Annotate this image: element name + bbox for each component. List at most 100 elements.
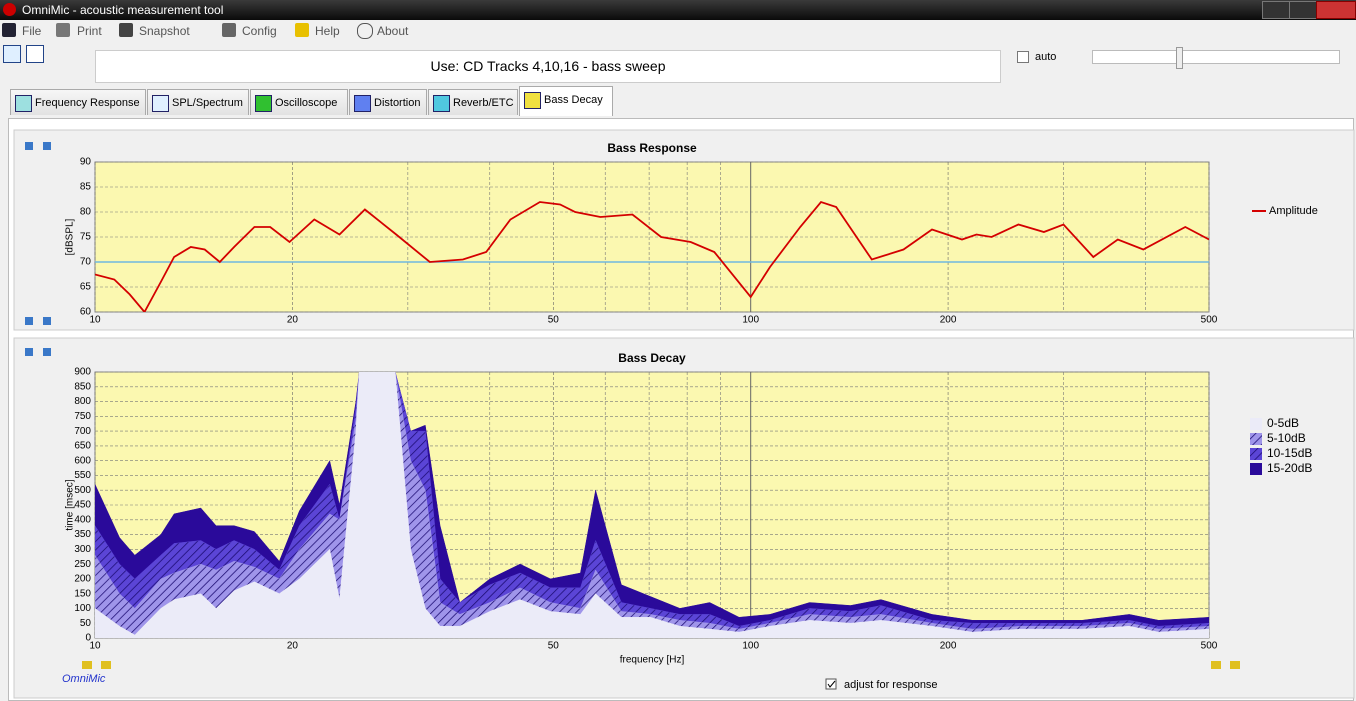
auto-label: auto [1035,51,1057,63]
scroll-icon[interactable] [25,348,33,356]
y-tick-label: 750 [74,411,91,422]
y-tick-label: 300 [74,544,91,555]
menu-bar: File Print Snapshot Config Help About [0,20,1356,42]
y-tick-label: 200 [74,574,91,585]
pan-icon[interactable] [1230,661,1240,669]
x-tick-label: 100 [742,315,759,326]
tab-label: Bass Decay [544,94,603,106]
x-tick-label: 100 [742,641,759,652]
x-tick-label: 500 [1201,315,1218,326]
y-tick-label: 65 [80,282,92,293]
y-tick-label: 70 [80,257,92,268]
y-tick-label: 85 [80,182,92,193]
y-tick-label: 150 [74,588,91,599]
x-tick-label: 200 [940,641,957,652]
chart-title: Bass Decay [618,351,686,365]
x-axis-title: frequency [Hz] [620,655,685,666]
y-tick-label: 50 [80,618,92,629]
scroll-icon[interactable] [43,348,51,356]
tab[interactable]: SPL/Spectrum [147,89,249,115]
x-tick-label: 50 [548,641,560,652]
tab-label: Reverb/ETC [453,97,514,109]
check-mark [827,680,836,688]
chart-title: Bass Response [607,141,697,155]
legend-swatch [1250,463,1262,475]
adjust-checkbox[interactable] [825,678,837,690]
config-icon [222,23,236,37]
checkbox-label: adjust for response [844,679,938,691]
scroll-icon[interactable] [25,317,33,325]
legend-label: 15-20dB [1267,461,1312,475]
help-icon [295,23,309,37]
y-tick-label: 900 [74,367,91,378]
print-icon [56,23,70,37]
y-tick-label: 60 [80,307,92,318]
y-tick-label: 550 [74,470,91,481]
legend-label: 10-15dB [1267,446,1312,460]
tab[interactable]: Bass Decay [519,86,613,116]
tab[interactable]: Reverb/ETC [428,89,518,115]
tab-label: Distortion [374,97,421,109]
menu-item[interactable]: Config [242,24,277,38]
tab[interactable]: Frequency Response [10,89,146,115]
slider-thumb[interactable] [1176,47,1183,69]
decay-area [95,372,1209,638]
x-tick-label: 50 [548,315,560,326]
menu-item[interactable]: File [22,24,42,38]
y-tick-label: 100 [74,603,91,614]
legend-label: Amplitude [1269,205,1318,217]
tab[interactable]: Oscilloscope [250,89,348,115]
menu-item[interactable]: Print [77,24,102,38]
series-group [95,372,1209,638]
scroll-icon[interactable] [43,317,51,325]
y-tick-label: 650 [74,441,91,452]
tab-label: SPL/Spectrum [172,97,243,109]
y-tick-label: 700 [74,426,91,437]
tab[interactable]: Distortion [349,89,427,115]
legend-swatch [1250,448,1262,460]
tab-icon [433,95,450,112]
zoom-icon[interactable] [25,142,33,150]
pan-icon[interactable] [82,661,92,669]
y-tick-label: 600 [74,455,91,466]
tab-icon [152,95,169,112]
tab-icon [354,95,371,112]
legend-swatch [1250,433,1262,445]
x-tick-label: 20 [287,641,299,652]
menu-item[interactable]: Help [315,24,340,38]
tab-icon [524,92,541,109]
menu-item[interactable]: About [377,24,409,38]
pause-button[interactable] [3,45,21,63]
y-axis-title: [dBSPL] [65,218,76,255]
y-tick-label: 75 [80,232,92,243]
zoom-icon[interactable] [43,142,51,150]
status-message: Use: CD Tracks 4,10,16 - bass sweep [95,50,1001,83]
window-title: OmniMic - acoustic measurement tool [22,3,224,17]
y-tick-label: 250 [74,559,91,570]
auto-checkbox[interactable] [1017,51,1029,63]
tab-icon [15,95,32,112]
legend-swatch [1250,418,1262,430]
legend-label: 5-10dB [1267,431,1306,445]
y-tick-label: 800 [74,396,91,407]
amplitude-line [95,200,1209,312]
series-group [95,200,1209,312]
tab-label: Frequency Response [35,97,140,109]
x-tick-label: 500 [1201,641,1218,652]
x-tick-label: 10 [89,641,101,652]
y-tick-label: 0 [85,633,91,644]
pan-icon[interactable] [101,661,111,669]
y-tick-label: 400 [74,514,91,525]
y-tick-label: 850 [74,381,91,392]
menu-item[interactable]: Snapshot [139,24,190,38]
camera-icon [119,23,133,37]
tab-label: Oscilloscope [275,97,338,109]
pan-icon[interactable] [1211,661,1221,669]
level-slider[interactable] [1092,50,1340,64]
y-tick-label: 500 [74,485,91,496]
y-tick-label: 90 [80,157,92,168]
file-icon [2,23,16,37]
play-button[interactable] [26,45,44,63]
